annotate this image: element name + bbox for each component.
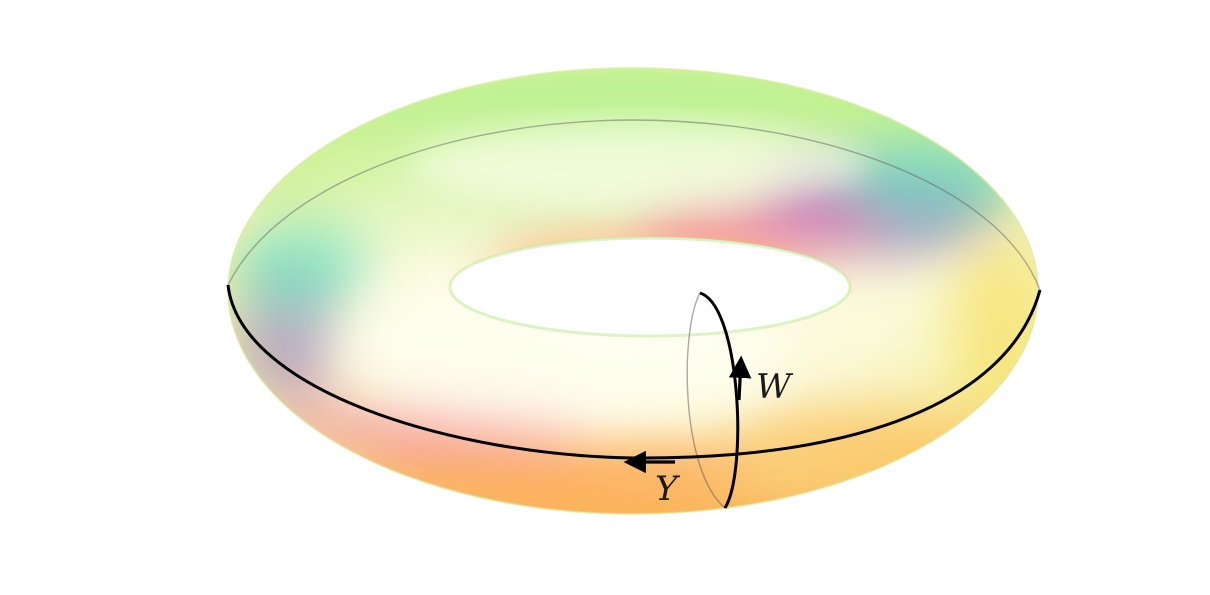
meridian-arrow-icon xyxy=(728,355,752,401)
longitude-cycle: Y xyxy=(226,284,1042,509)
longitude-label: Y xyxy=(655,469,681,509)
back-longitude-line xyxy=(227,119,1041,291)
torus-hole xyxy=(448,236,852,338)
meridian-label: W xyxy=(756,367,794,407)
meridian-cycle: W xyxy=(686,291,794,509)
